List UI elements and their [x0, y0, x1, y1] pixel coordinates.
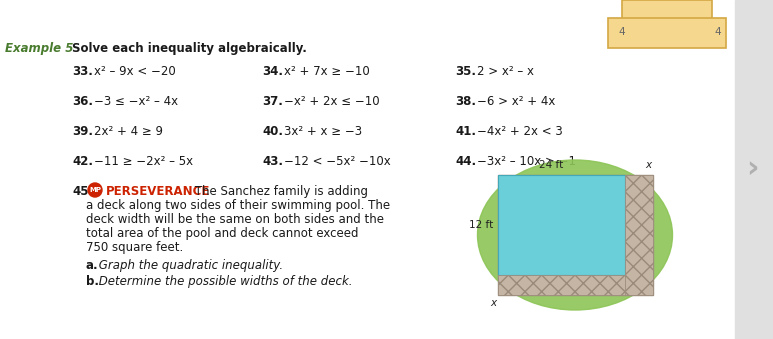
Text: 42.: 42.	[72, 155, 93, 168]
Text: −x² + 2x ≤ −10: −x² + 2x ≤ −10	[284, 95, 380, 108]
Bar	[622, 0, 712, 22]
Text: a deck along two sides of their swimming pool. The: a deck along two sides of their swimming…	[86, 199, 390, 212]
Text: −6 > x² + 4x: −6 > x² + 4x	[477, 95, 555, 108]
Text: x² + 7x ≥ −10: x² + 7x ≥ −10	[284, 65, 369, 78]
Bar	[498, 275, 625, 295]
Text: Determine the possible widths of the deck.: Determine the possible widths of the dec…	[95, 275, 352, 288]
Text: 37.: 37.	[262, 95, 283, 108]
Text: 38.: 38.	[455, 95, 476, 108]
Text: x² – 9x < −20: x² – 9x < −20	[94, 65, 175, 78]
Text: PERSEVERANCE: PERSEVERANCE	[106, 185, 210, 198]
Circle shape	[88, 183, 102, 197]
Text: 40.: 40.	[262, 125, 283, 138]
Text: 2x² + 4 ≥ 9: 2x² + 4 ≥ 9	[94, 125, 163, 138]
Bar	[625, 175, 653, 295]
Text: ›: ›	[746, 155, 758, 183]
Text: 35.: 35.	[455, 65, 476, 78]
Text: b.: b.	[86, 275, 99, 288]
Bar	[498, 175, 653, 295]
Text: total area of the pool and deck cannot exceed: total area of the pool and deck cannot e…	[86, 227, 359, 240]
Text: x: x	[645, 160, 651, 170]
Text: 36.: 36.	[72, 95, 93, 108]
Text: 34.: 34.	[262, 65, 283, 78]
Text: −12 < −5x² −10x: −12 < −5x² −10x	[284, 155, 390, 168]
Bar	[735, 0, 773, 339]
Text: 4: 4	[618, 27, 625, 37]
Text: 750 square feet.: 750 square feet.	[86, 241, 183, 254]
Text: Graph the quadratic inequality.: Graph the quadratic inequality.	[95, 259, 283, 272]
Bar	[498, 175, 625, 275]
Text: a.: a.	[86, 259, 99, 272]
Text: Solve each inequality algebraically.: Solve each inequality algebraically.	[72, 42, 307, 55]
Text: x: x	[490, 298, 496, 308]
Text: −11 ≥ −2x² – 5x: −11 ≥ −2x² – 5x	[94, 155, 193, 168]
Text: 2 > x² – x: 2 > x² – x	[477, 65, 534, 78]
Text: 4: 4	[715, 27, 721, 37]
Bar	[608, 18, 726, 48]
Text: 12 ft: 12 ft	[468, 220, 493, 230]
Text: −3x² – 10x > −1: −3x² – 10x > −1	[477, 155, 576, 168]
Text: −3 ≤ −x² – 4x: −3 ≤ −x² – 4x	[94, 95, 178, 108]
Text: 39.: 39.	[72, 125, 93, 138]
Text: 44.: 44.	[455, 155, 476, 168]
Ellipse shape	[478, 160, 673, 310]
Text: 24 ft: 24 ft	[539, 160, 563, 170]
Text: MP: MP	[89, 187, 101, 193]
Text: −4x² + 2x < 3: −4x² + 2x < 3	[477, 125, 563, 138]
Text: The Sanchez family is adding: The Sanchez family is adding	[191, 185, 368, 198]
Text: 3x² + x ≥ −3: 3x² + x ≥ −3	[284, 125, 362, 138]
Text: Example 5: Example 5	[5, 42, 73, 55]
Text: 41.: 41.	[455, 125, 476, 138]
Text: 45.: 45.	[72, 185, 93, 198]
Text: 43.: 43.	[262, 155, 283, 168]
Text: deck width will be the same on both sides and the: deck width will be the same on both side…	[86, 213, 384, 226]
Text: 33.: 33.	[72, 65, 93, 78]
